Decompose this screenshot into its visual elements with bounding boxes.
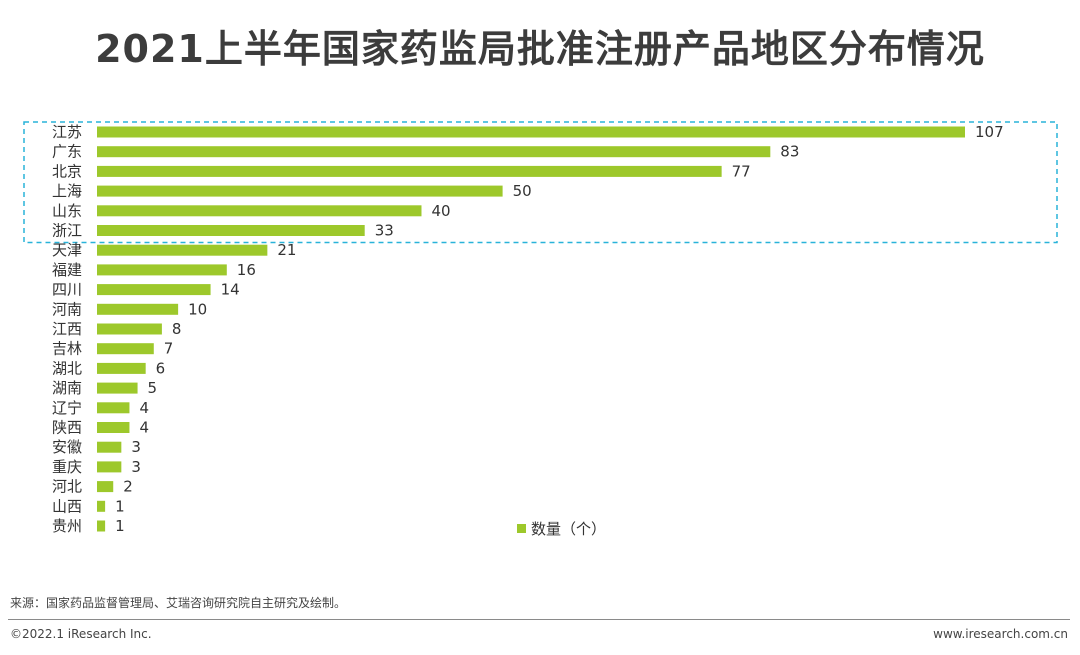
- category-label: 河北: [52, 478, 82, 496]
- value-label: 4: [139, 399, 149, 417]
- category-label: 浙江: [52, 222, 82, 240]
- bar: [97, 520, 106, 532]
- bar: [97, 343, 154, 355]
- legend-swatch: [517, 524, 526, 533]
- copyright-text: ©2022.1 iResearch Inc.: [10, 627, 152, 641]
- bar: [97, 165, 722, 177]
- bar: [97, 500, 106, 512]
- bar: [97, 422, 130, 433]
- bar: [97, 323, 162, 335]
- website-link[interactable]: www.iresearch.com.cn: [933, 627, 1068, 641]
- value-label: 77: [732, 162, 751, 180]
- bar: [97, 382, 138, 394]
- bar: [97, 185, 503, 197]
- category-label: 四川: [52, 281, 82, 299]
- category-label: 贵州: [52, 517, 82, 535]
- bar: [97, 146, 771, 158]
- value-label: 1: [115, 517, 125, 535]
- bar: [97, 244, 268, 256]
- category-label: 上海: [52, 182, 82, 200]
- category-label: 湖北: [52, 359, 82, 377]
- category-label: 山西: [52, 497, 82, 515]
- category-label: 河南: [52, 300, 82, 318]
- source-note: 来源：国家药品监督管理局、艾瑞咨询研究院自主研究及绘制。: [10, 596, 347, 610]
- bar: [97, 303, 179, 315]
- category-label: 天津: [52, 241, 82, 259]
- value-label: 5: [148, 379, 158, 397]
- value-label: 50: [513, 182, 532, 200]
- category-label: 江西: [52, 320, 82, 338]
- value-label: 107: [975, 123, 1004, 141]
- value-label: 3: [131, 438, 141, 456]
- bar: [97, 264, 227, 276]
- category-label: 山东: [52, 202, 82, 220]
- bar: [97, 126, 965, 138]
- value-label: 3: [131, 458, 141, 476]
- bar: [97, 225, 365, 236]
- bar: [97, 284, 211, 296]
- legend-label: 数量（个）: [531, 520, 606, 538]
- value-label: 2: [123, 478, 133, 496]
- value-label: 83: [780, 143, 799, 161]
- value-label: 7: [164, 340, 174, 358]
- value-label: 14: [221, 281, 240, 299]
- category-label: 福建: [52, 261, 82, 279]
- value-label: 40: [431, 202, 450, 220]
- bar: [97, 441, 122, 453]
- legend: 数量（个）: [517, 520, 606, 538]
- category-label: 辽宁: [52, 399, 82, 417]
- footer-divider: [8, 619, 1070, 620]
- value-label: 10: [188, 300, 207, 318]
- bar: [97, 205, 422, 217]
- category-label: 湖南: [52, 379, 82, 397]
- highlight-box: [23, 121, 1058, 244]
- category-label: 重庆: [52, 458, 82, 476]
- bar: [97, 481, 114, 493]
- bar: [97, 461, 122, 473]
- bar: [97, 402, 130, 414]
- category-label: 吉林: [52, 340, 82, 358]
- category-label: 陕西: [52, 419, 82, 437]
- value-label: 1: [115, 497, 125, 515]
- value-label: 33: [375, 222, 394, 240]
- category-label: 广东: [52, 143, 82, 161]
- value-label: 8: [172, 320, 182, 338]
- chart-title: 2021上半年国家药监局批准注册产品地区分布情况: [95, 27, 985, 71]
- category-label: 安徽: [52, 438, 82, 456]
- value-label: 6: [156, 359, 166, 377]
- value-label: 16: [237, 261, 256, 279]
- category-label: 北京: [52, 162, 82, 180]
- value-label: 4: [139, 419, 149, 437]
- value-label: 21: [277, 241, 296, 259]
- category-label: 江苏: [52, 123, 82, 141]
- bar: [97, 362, 146, 374]
